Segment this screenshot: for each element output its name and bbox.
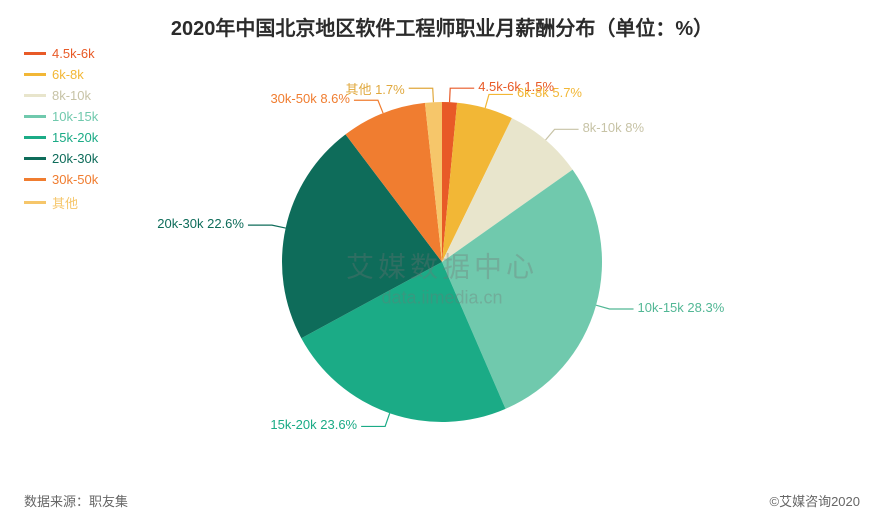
- legend-item: 30k-50k: [24, 172, 98, 187]
- slice-label: 20k-30k 22.6%: [157, 216, 244, 231]
- footer-copyright: ©艾媒咨询2020: [770, 491, 861, 510]
- legend-label: 20k-30k: [52, 151, 98, 166]
- footer-source: 数据来源：职友集: [24, 491, 128, 510]
- legend-label: 6k-8k: [52, 67, 84, 82]
- legend-item: 15k-20k: [24, 130, 98, 145]
- legend-item: 6k-8k: [24, 67, 84, 82]
- legend-item: 4.5k-6k: [24, 46, 95, 61]
- chart-area: 4.5k-6k 6k-8k 8k-10k 10k-15k 15k-20k 20k-30k 3…: [0, 42, 884, 472]
- chart-legend: 4.5k-6k 6k-8k 8k-10k 10k-15k 15k-20k 20k-30k 3…: [0, 42, 170, 212]
- chart-title: 2020年中国北京地区软件工程师职业月薪酬分布（单位：%）: [0, 0, 884, 45]
- legend-label: 4.5k-6k: [52, 46, 95, 61]
- legend-swatch: [24, 201, 46, 204]
- legend-label: 其他: [52, 193, 78, 212]
- legend-label: 8k-10k: [52, 88, 91, 103]
- legend-swatch: [24, 157, 46, 160]
- legend-item: 8k-10k: [24, 88, 91, 103]
- legend-swatch: [24, 94, 46, 97]
- legend-item: 其他: [24, 193, 78, 212]
- legend-swatch: [24, 115, 46, 118]
- legend-label: 10k-15k: [52, 109, 98, 124]
- legend-swatch: [24, 178, 46, 181]
- legend-swatch: [24, 52, 46, 55]
- slice-label: 10k-15k 28.3%: [638, 300, 725, 315]
- legend-item: 10k-15k: [24, 109, 98, 124]
- pie-chart: [262, 82, 622, 442]
- legend-swatch: [24, 136, 46, 139]
- legend-swatch: [24, 73, 46, 76]
- legend-label: 30k-50k: [52, 172, 98, 187]
- legend-label: 15k-20k: [52, 130, 98, 145]
- chart-footer: 数据来源：职友集 ©艾媒咨询2020: [24, 491, 860, 510]
- legend-item: 20k-30k: [24, 151, 98, 166]
